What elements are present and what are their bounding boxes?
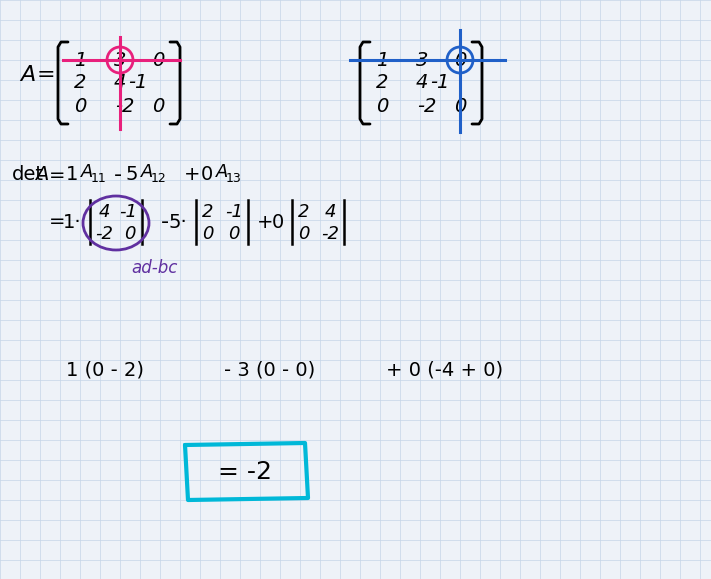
Text: 1: 1	[74, 50, 86, 69]
Text: +: +	[257, 212, 273, 232]
Text: 2: 2	[376, 74, 388, 93]
Text: 1: 1	[376, 50, 388, 69]
Text: ad-bc: ad-bc	[132, 259, 178, 277]
Text: -: -	[114, 165, 122, 185]
Text: -: -	[161, 212, 169, 232]
Text: 0: 0	[201, 166, 213, 185]
Text: - 3 (0 - 0): - 3 (0 - 0)	[225, 361, 316, 379]
Text: 3: 3	[114, 50, 126, 69]
Text: 4: 4	[98, 203, 109, 221]
Text: +: +	[183, 166, 201, 185]
Text: -1: -1	[128, 74, 148, 93]
Text: 0: 0	[376, 97, 388, 115]
Text: 2: 2	[74, 74, 86, 93]
Text: A: A	[81, 163, 93, 181]
Text: -2: -2	[321, 225, 339, 243]
Text: 5: 5	[126, 166, 138, 185]
Text: 0: 0	[124, 225, 136, 243]
Text: 3: 3	[416, 50, 428, 69]
Text: A: A	[141, 163, 153, 181]
Text: det: det	[12, 166, 44, 185]
Text: 0: 0	[152, 97, 164, 115]
Text: 1: 1	[66, 166, 78, 185]
Text: 0: 0	[202, 225, 214, 243]
Text: A: A	[216, 163, 228, 181]
Text: 0: 0	[454, 97, 466, 115]
Text: -2: -2	[417, 97, 437, 115]
Text: 4: 4	[416, 74, 428, 93]
Text: 12: 12	[151, 173, 167, 185]
Text: 2: 2	[202, 203, 214, 221]
Text: -1: -1	[430, 74, 449, 93]
Text: 11: 11	[91, 173, 107, 185]
Text: 1·: 1·	[63, 212, 81, 232]
Text: -2: -2	[115, 97, 134, 115]
Text: 0: 0	[272, 212, 284, 232]
Text: =: =	[37, 65, 55, 85]
Text: 4: 4	[114, 74, 126, 93]
Text: 0: 0	[74, 97, 86, 115]
Text: + 0 (-4 + 0): + 0 (-4 + 0)	[387, 361, 503, 379]
Text: 0: 0	[228, 225, 240, 243]
Text: -2: -2	[95, 225, 113, 243]
Text: -1: -1	[119, 203, 137, 221]
Text: 2: 2	[298, 203, 310, 221]
Text: 4: 4	[324, 203, 336, 221]
Text: = -2: = -2	[218, 460, 272, 484]
Text: A: A	[21, 65, 36, 85]
Text: =: =	[49, 212, 65, 232]
Text: 0: 0	[454, 50, 466, 69]
Text: 0: 0	[298, 225, 310, 243]
Text: =: =	[49, 166, 65, 185]
Text: -1: -1	[225, 203, 243, 221]
Text: 0: 0	[152, 50, 164, 69]
Text: A: A	[36, 166, 48, 185]
Text: 5·: 5·	[169, 212, 188, 232]
Text: 1 (0 - 2): 1 (0 - 2)	[66, 361, 144, 379]
Text: 13: 13	[226, 173, 242, 185]
